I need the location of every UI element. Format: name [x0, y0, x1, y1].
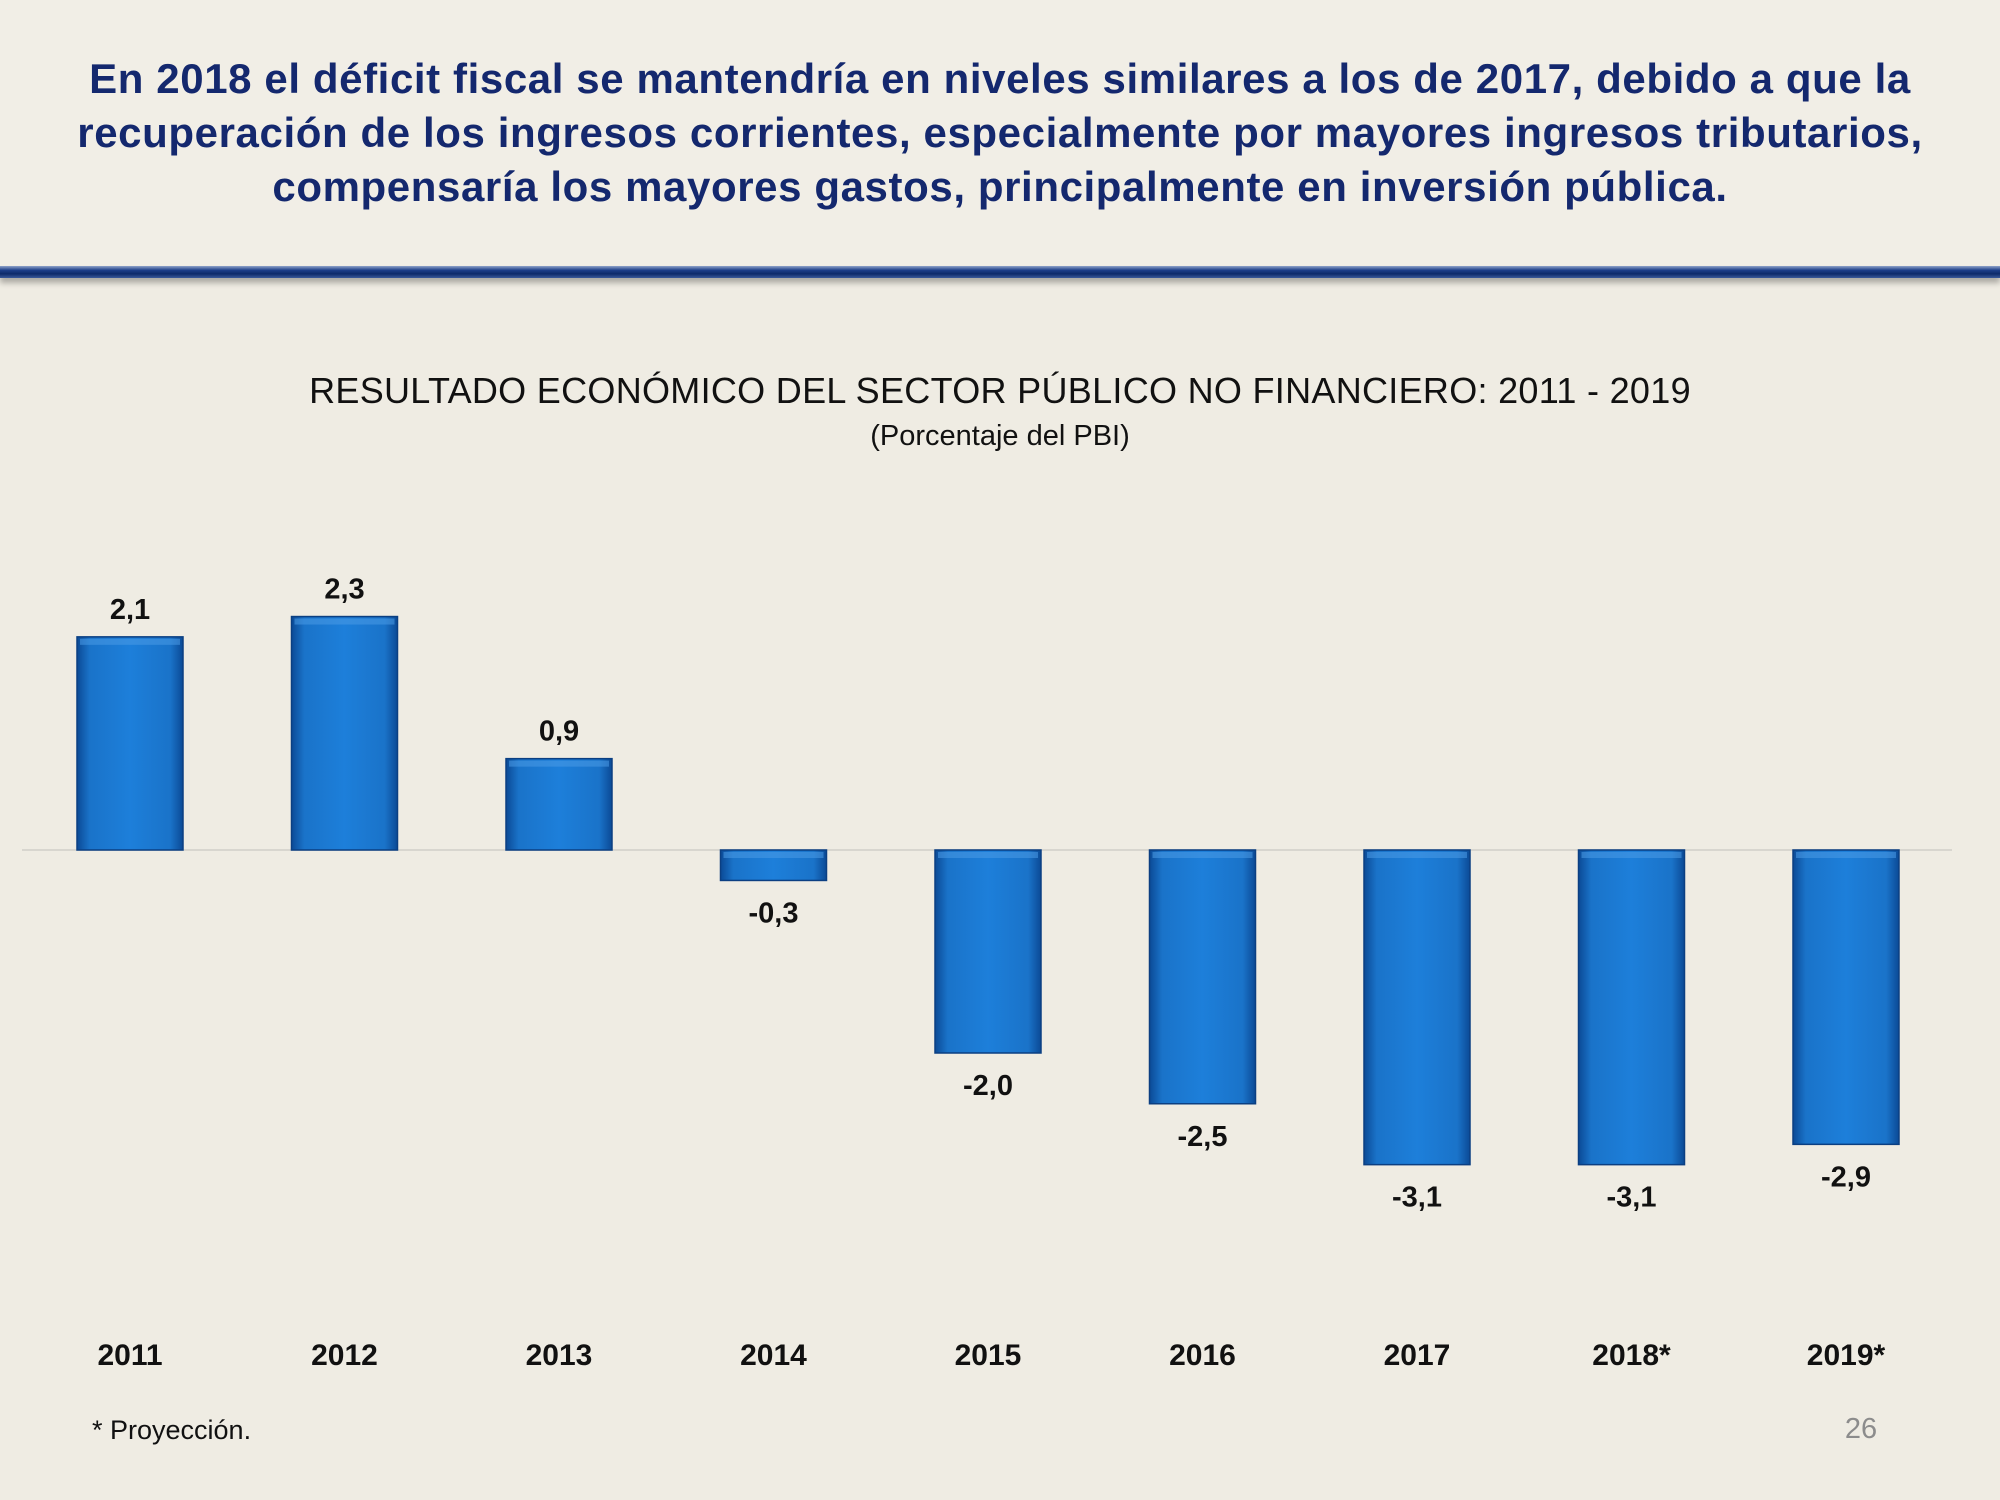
bar-highlight-2011	[80, 638, 180, 645]
chart-subtitle: (Porcentaje del PBI)	[870, 420, 1130, 452]
bar-2012	[290, 615, 399, 851]
bar-2017	[1363, 849, 1471, 1166]
page-number: 26	[1844, 1413, 1878, 1445]
bar-highlight-2013	[509, 760, 609, 767]
footnote: * Proyección.	[92, 1415, 252, 1445]
data-label-2014: -0,3	[749, 897, 799, 929]
data-label-2012: 2,3	[324, 574, 364, 606]
data-label-2018*: -3,1	[1607, 1182, 1657, 1214]
bar-highlight-2019*	[1796, 852, 1896, 858]
bar-2019*	[1792, 849, 1900, 1146]
category-label-2018*: 2018*	[1592, 1339, 1671, 1372]
data-label-2011: 2,1	[110, 594, 150, 626]
category-label-2013: 2013	[526, 1339, 593, 1372]
bar-2013	[505, 757, 613, 851]
data-label-2016: -2,5	[1178, 1121, 1228, 1153]
bar-highlight-2016	[1152, 852, 1253, 858]
category-label-2012: 2012	[311, 1339, 378, 1372]
headline-box: En 2018 el déficit fiscal se mantendría …	[0, 0, 2000, 266]
data-label-2015: -2,0	[963, 1070, 1013, 1102]
bar-2015	[934, 849, 1042, 1054]
bar-highlight-2014	[723, 852, 824, 858]
bar-highlight-2012	[294, 618, 395, 625]
category-label-2016: 2016	[1169, 1339, 1236, 1372]
category-label-2019*: 2019*	[1807, 1339, 1886, 1372]
headline: En 2018 el déficit fiscal se mantendría …	[77, 55, 1923, 210]
bar-2011	[76, 636, 184, 851]
category-label-2014: 2014	[740, 1339, 807, 1372]
header-rule	[0, 266, 2000, 278]
bar-highlight-2018*	[1581, 852, 1682, 858]
category-label-2017: 2017	[1384, 1339, 1451, 1372]
bar-highlight-2017	[1367, 852, 1467, 858]
bar-highlight-2015	[938, 852, 1038, 858]
category-label-2015: 2015	[955, 1339, 1022, 1372]
chart-title: RESULTADO ECONÓMICO DEL SECTOR PÚBLICO N…	[309, 370, 1691, 411]
data-label-2013: 0,9	[539, 716, 579, 748]
data-label-2017: -3,1	[1392, 1182, 1442, 1214]
data-label-2019*: -2,9	[1821, 1161, 1871, 1193]
bar-2018*	[1577, 849, 1686, 1166]
category-label-2011: 2011	[97, 1339, 162, 1372]
bar-2016	[1148, 849, 1257, 1105]
